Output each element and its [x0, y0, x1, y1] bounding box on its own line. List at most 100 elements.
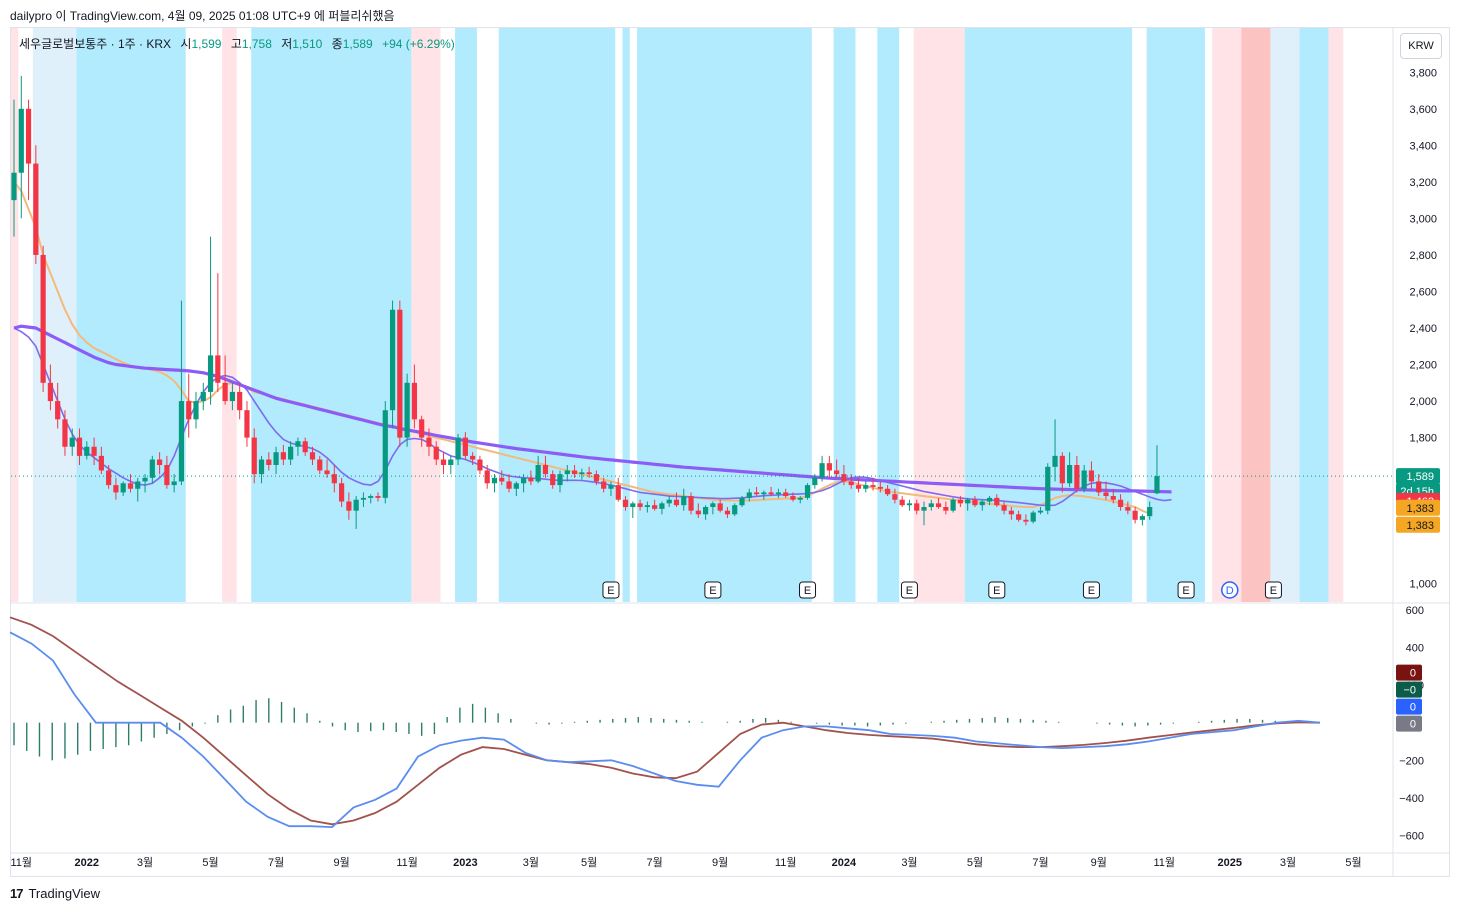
- earnings-event-icon: [988, 581, 1006, 599]
- candle: [404, 373, 410, 447]
- candle: [652, 499, 658, 511]
- signal-band: [833, 28, 856, 602]
- candle-body: [309, 452, 316, 460]
- candle-body: [659, 503, 665, 509]
- candle-body: [957, 499, 963, 504]
- candle-body: [288, 446, 294, 460]
- ma-short-tag-2-bg: [1396, 516, 1440, 533]
- macd-tick-label: −400: [1399, 793, 1424, 805]
- candle-body: [419, 419, 425, 438]
- candle-body: [229, 391, 235, 402]
- candle: [746, 488, 752, 502]
- candle: [251, 428, 257, 484]
- candle: [564, 465, 570, 482]
- candle-body: [25, 108, 32, 164]
- candle: [1125, 501, 1131, 515]
- event-label: D: [1226, 585, 1234, 597]
- candle: [703, 505, 709, 520]
- candle-body: [266, 459, 272, 465]
- candle-body: [433, 446, 439, 460]
- candle: [317, 455, 323, 475]
- candle: [106, 465, 112, 489]
- candle: [164, 455, 170, 489]
- macd-value-tag: 0: [1410, 719, 1416, 731]
- candle: [1147, 501, 1153, 520]
- candle-body: [950, 499, 956, 511]
- candle: [666, 496, 672, 508]
- price-tick-label: 3,800: [1409, 67, 1437, 79]
- signal-band: [877, 28, 900, 602]
- candle-body: [157, 459, 163, 465]
- candle: [273, 446, 279, 475]
- macd-value-tag-bg: [1396, 698, 1422, 715]
- signal-band: [1146, 28, 1205, 602]
- candle: [186, 373, 192, 438]
- candle: [266, 452, 272, 471]
- candle: [928, 499, 934, 511]
- candle-body: [237, 391, 243, 411]
- candle-body: [557, 474, 563, 486]
- candle: [76, 428, 83, 465]
- event-label: E: [1088, 585, 1095, 597]
- candle: [637, 499, 643, 511]
- footer-brand[interactable]: TradingView: [28, 886, 101, 901]
- candle: [710, 501, 716, 515]
- candle-body: [797, 497, 803, 500]
- event-label: E: [906, 585, 913, 597]
- symbol-name[interactable]: 세우글로벌보통주 · 1주 · KRX: [19, 37, 172, 51]
- candle: [550, 470, 556, 489]
- candle-body: [178, 401, 185, 482]
- signal-band: [1328, 28, 1344, 602]
- candle-body: [18, 108, 24, 173]
- candle: [812, 474, 818, 489]
- time-tick-label: 11월: [396, 856, 418, 869]
- candle-body: [863, 485, 869, 489]
- candle-body: [761, 492, 767, 495]
- candle: [601, 477, 607, 493]
- candle: [630, 501, 636, 518]
- macd-line: [9, 631, 1321, 829]
- signal-band: [913, 28, 965, 602]
- candle-body: [440, 459, 447, 465]
- candle-body: [994, 497, 1000, 506]
- candle-body: [324, 470, 330, 475]
- candle-body: [470, 455, 476, 460]
- candle-body: [113, 485, 119, 493]
- candle: [535, 455, 541, 484]
- candle-body: [783, 492, 789, 497]
- event-label: E: [1182, 585, 1189, 597]
- candle: [25, 99, 32, 201]
- candle: [1052, 419, 1058, 482]
- candle-body: [521, 477, 527, 484]
- candle: [1045, 463, 1051, 515]
- candle: [382, 401, 388, 504]
- candle-body: [739, 497, 745, 506]
- time-tick-label: 2024: [832, 857, 857, 869]
- candle: [732, 503, 738, 517]
- candle: [688, 492, 694, 515]
- earnings-event-icon: [799, 581, 817, 599]
- candle: [622, 496, 629, 511]
- time-tick-label: 3월: [1280, 856, 1296, 869]
- candle: [1132, 507, 1138, 524]
- price-tick-label: 2,800: [1409, 250, 1437, 262]
- candle-body: [411, 382, 417, 420]
- candle-body: [477, 459, 483, 471]
- candle: [1023, 514, 1029, 526]
- earnings-event-icon: [704, 581, 722, 599]
- candle-body: [528, 477, 534, 482]
- candle-body: [681, 496, 687, 506]
- macd-value-tag-bg: [1396, 664, 1422, 681]
- currency-button[interactable]: KRW: [1400, 33, 1442, 59]
- low-value: 1,510: [292, 37, 323, 51]
- candle-body: [331, 474, 337, 484]
- signal-band: [964, 28, 1133, 602]
- candle-body: [1096, 481, 1102, 493]
- high-value: 1,758: [241, 37, 272, 51]
- candle: [222, 355, 228, 405]
- candle-body: [848, 481, 854, 486]
- candle: [491, 474, 498, 493]
- candle: [950, 497, 956, 513]
- candle: [397, 300, 403, 447]
